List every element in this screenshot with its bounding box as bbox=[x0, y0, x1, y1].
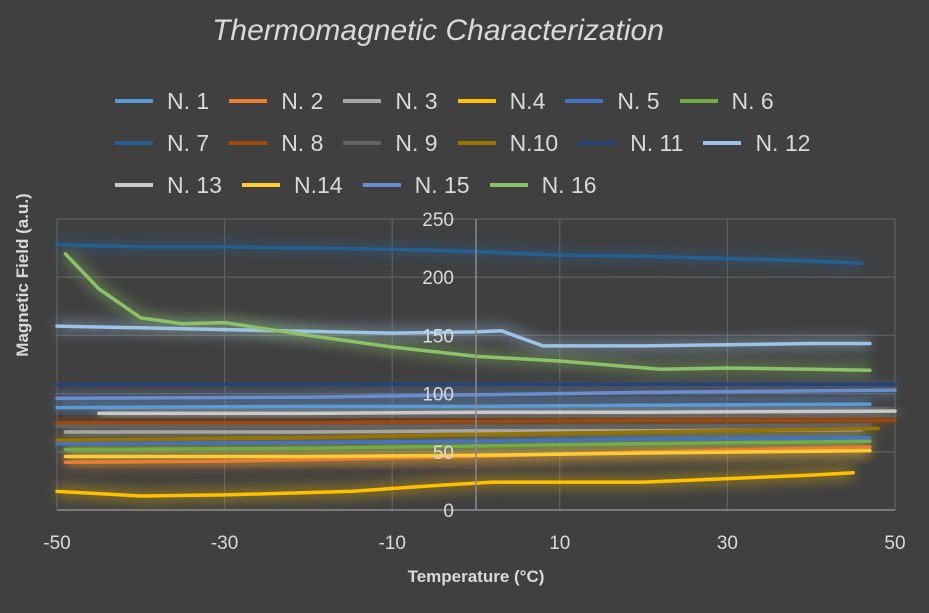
x-tick-labels: -50 -30 -10 10 30 50 bbox=[43, 533, 905, 554]
x-tick-label: -50 bbox=[43, 533, 70, 554]
chart-title: Thermomagnetic Characterization bbox=[212, 14, 664, 47]
legend-label: N. 16 bbox=[541, 171, 597, 198]
legend-swatch bbox=[489, 183, 528, 187]
legend-label: N. 9 bbox=[395, 129, 438, 156]
legend-row: N. 13 N.14 N. 15 N. 16 bbox=[115, 164, 835, 206]
legend-item: N.14 bbox=[241, 171, 343, 199]
series-line-9 bbox=[55, 423, 872, 428]
legend-label: N. 12 bbox=[755, 129, 811, 156]
legend-swatch bbox=[241, 183, 280, 187]
y-tick-label: 150 bbox=[422, 326, 454, 347]
series-glow-16 bbox=[60, 249, 871, 378]
legend-label: N. 11 bbox=[630, 129, 684, 156]
legend-label: N.10 bbox=[509, 129, 559, 156]
x-tick-label: 30 bbox=[717, 533, 738, 554]
legend-swatch bbox=[343, 99, 382, 103]
axes bbox=[57, 219, 895, 511]
y-tick-label: 100 bbox=[422, 385, 454, 406]
x-tick-label: -30 bbox=[211, 533, 238, 554]
legend-item: N. 15 bbox=[362, 171, 470, 199]
series-line-16 bbox=[63, 252, 872, 373]
legend-row: N. 1 N. 2 N. 3 N.4 N. 5 N. 6 bbox=[115, 80, 835, 122]
legend-label: N. 7 bbox=[167, 129, 210, 156]
y-tick-label: 200 bbox=[422, 268, 454, 289]
legend-swatch bbox=[703, 141, 742, 145]
series-line-4 bbox=[55, 471, 855, 498]
legend: N. 1 N. 2 N. 3 N.4 N. 5 N. 6 N. 7 N. 8 N. 9 N.10 N… bbox=[115, 80, 835, 206]
legend-label: N. 1 bbox=[167, 87, 210, 114]
legend-label: N. 5 bbox=[617, 87, 660, 114]
legend-swatch bbox=[457, 141, 496, 145]
x-axis-label: Temperature (°C) bbox=[407, 567, 545, 586]
legend-item: N. 2 bbox=[229, 88, 323, 115]
legend-swatch bbox=[229, 99, 268, 103]
legend-item: N. 16 bbox=[489, 171, 597, 199]
legend-label: N. 8 bbox=[281, 129, 324, 156]
legend-label: N.4 bbox=[509, 87, 546, 114]
legend-swatch bbox=[362, 183, 401, 187]
legend-item: N. 5 bbox=[565, 87, 660, 115]
x-tick-label: -10 bbox=[378, 533, 405, 554]
legend-label: N. 15 bbox=[414, 171, 470, 198]
legend-item: N. 13 bbox=[115, 172, 222, 199]
legend-item: N.10 bbox=[457, 129, 559, 157]
legend-item: N. 6 bbox=[679, 87, 774, 115]
legend-swatch bbox=[229, 141, 268, 145]
legend-item: N. 9 bbox=[343, 129, 438, 157]
legend-label: N. 13 bbox=[167, 171, 222, 198]
x-tick-label: 50 bbox=[884, 533, 905, 554]
legend-item: N. 7 bbox=[115, 130, 209, 157]
legend-swatch bbox=[565, 99, 604, 103]
legend-swatch bbox=[115, 183, 153, 187]
y-tick-label: 250 bbox=[422, 210, 454, 231]
legend-label: N. 6 bbox=[731, 87, 774, 114]
legend-item: N. 8 bbox=[229, 130, 323, 157]
legend-item: N. 11 bbox=[578, 130, 683, 157]
y-tick-label: 50 bbox=[433, 443, 454, 464]
legend-swatch bbox=[578, 141, 617, 145]
legend-item: N. 3 bbox=[343, 87, 438, 115]
series-line-12 bbox=[55, 324, 872, 348]
legend-swatch bbox=[457, 99, 496, 103]
legend-item: N. 1 bbox=[115, 88, 209, 115]
legend-item: N. 12 bbox=[703, 130, 810, 157]
legend-item: N.4 bbox=[457, 87, 546, 115]
y-axis-label: Magnetic Field (a.u.) bbox=[13, 193, 32, 357]
legend-label: N. 3 bbox=[395, 87, 438, 114]
legend-label: N. 2 bbox=[281, 87, 324, 114]
legend-swatch bbox=[115, 99, 153, 103]
legend-label: N.14 bbox=[293, 171, 343, 198]
legend-swatch bbox=[115, 141, 153, 145]
series-line-7 bbox=[55, 242, 864, 265]
y-tick-labels: 0 50 100 150 200 250 bbox=[422, 210, 454, 522]
y-tick-label: 0 bbox=[443, 501, 454, 522]
x-tick-label: 10 bbox=[549, 533, 570, 554]
legend-row: N. 7 N. 8 N. 9 N.10 N. 11 N. 12 bbox=[115, 122, 835, 164]
legend-swatch bbox=[343, 141, 382, 145]
legend-swatch bbox=[679, 99, 718, 103]
